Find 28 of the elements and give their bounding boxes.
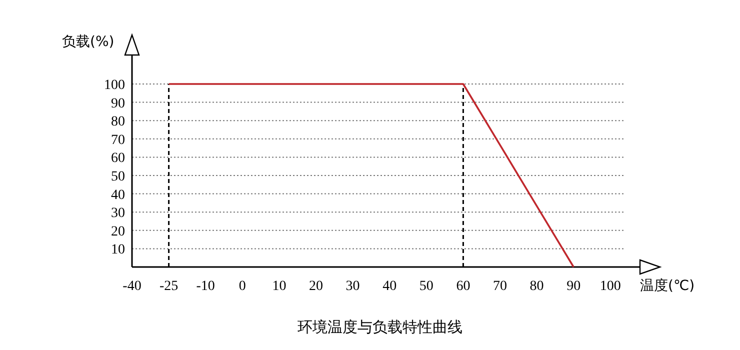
x-tick-label: 20 — [309, 279, 323, 294]
text: 环境温度与负载特性曲线 — [298, 318, 462, 336]
x-tick-label: 40 — [382, 279, 397, 294]
y-tick-label: 20 — [111, 224, 125, 240]
x-tick-label: 90 — [566, 279, 581, 294]
y-tick-label: 40 — [111, 188, 125, 203]
y-tick-label: 70 — [111, 132, 125, 148]
y-tick-label: 100 — [104, 78, 125, 93]
x-axis-title: 温度(℃) — [640, 278, 695, 294]
x-tick-label: -25 — [159, 279, 178, 294]
x-tick-label: 80 — [530, 279, 544, 294]
x-tick-label: 50 — [419, 279, 434, 294]
x-tick-label: 60 — [456, 279, 470, 294]
x-tick-label: 100 — [600, 279, 621, 294]
x-tick-label: -40 — [122, 279, 142, 294]
line-series — [168, 83, 574, 268]
y-tick-label: 90 — [111, 96, 125, 112]
x-tick-label: -10 — [196, 279, 215, 294]
x-tick-label: 30 — [346, 279, 360, 294]
x-tick-label: 70 — [493, 279, 507, 294]
x-tick-label: 10 — [272, 279, 286, 294]
y-tick-label: 10 — [111, 242, 125, 258]
y-tick-label: 50 — [111, 170, 125, 184]
y-tick-label: 60 — [111, 151, 125, 166]
y-tick-label: 80 — [111, 114, 125, 130]
x-tick-label: 0 — [238, 279, 246, 294]
y-axis-title: 负载(%) — [62, 34, 114, 50]
y-tick-label: 30 — [111, 206, 125, 222]
